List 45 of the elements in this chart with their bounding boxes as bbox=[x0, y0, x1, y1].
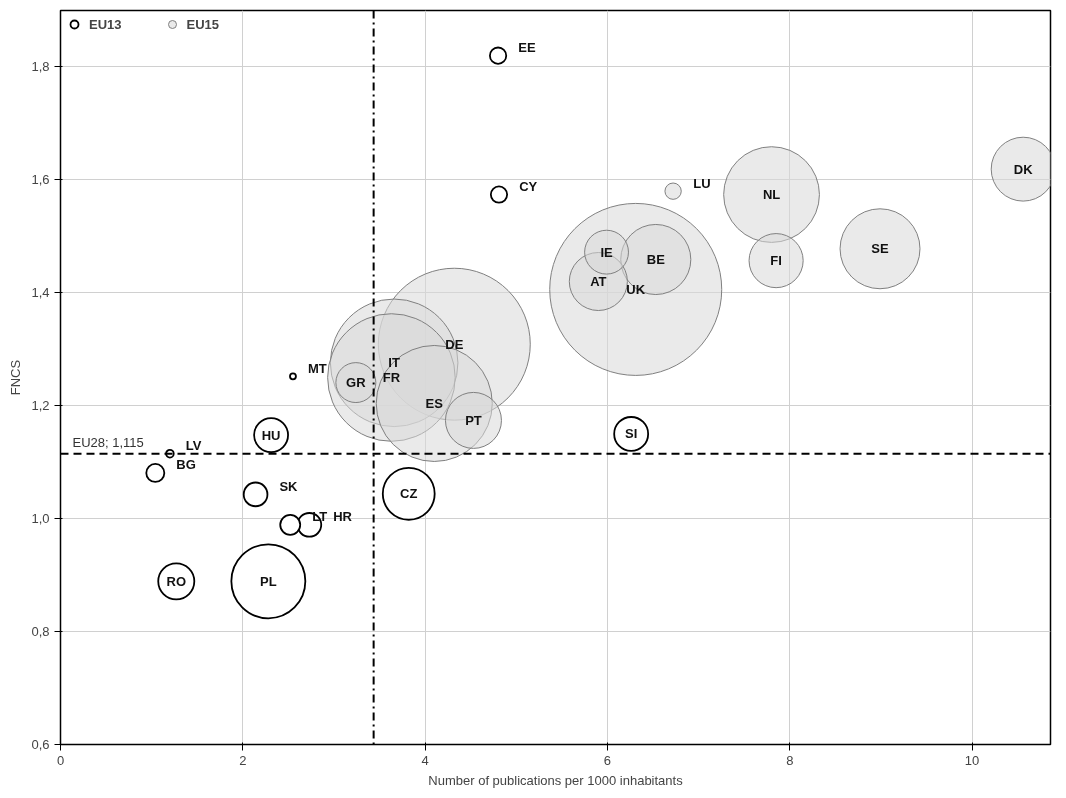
annotation: LU bbox=[693, 175, 711, 191]
annotation: NL bbox=[762, 187, 781, 203]
y-tick-label: 1,6 bbox=[31, 172, 50, 188]
annotation: GR bbox=[346, 375, 367, 391]
annotation: SK bbox=[279, 478, 299, 494]
annotation: IE bbox=[600, 244, 614, 260]
y-tick-label: 1,4 bbox=[31, 285, 50, 301]
annotation: MT bbox=[307, 360, 327, 376]
y-tick-label: 1,8 bbox=[31, 59, 50, 75]
ref-line-label: EU28; 1,115 bbox=[72, 434, 144, 450]
annotation: FR bbox=[382, 370, 401, 385]
annotation: DK bbox=[1013, 161, 1034, 177]
annotation: ES bbox=[425, 395, 444, 411]
annotation: DE bbox=[445, 336, 464, 352]
annotation: HR bbox=[333, 509, 353, 525]
y-tick-label: 1,2 bbox=[31, 398, 50, 414]
x-axis-title: Number of publications per 1000 inhabitants bbox=[428, 772, 684, 788]
annotation: PL bbox=[260, 573, 277, 589]
annotation: HU bbox=[261, 427, 281, 443]
x-tick-label: 8 bbox=[786, 752, 794, 768]
annotation: IT bbox=[388, 355, 400, 371]
annotation: CZ bbox=[400, 486, 418, 502]
y-axis-title: FNCS bbox=[8, 359, 24, 396]
x-tick-label: 2 bbox=[239, 752, 247, 768]
y-tick-label: 0,6 bbox=[31, 737, 50, 752]
x-tick-label: 4 bbox=[421, 752, 429, 768]
annotation: PT bbox=[465, 412, 482, 428]
x-tick-label: 0 bbox=[56, 752, 65, 768]
annotation: LV bbox=[185, 438, 202, 454]
annotation: EE bbox=[518, 40, 536, 56]
annotation: CY bbox=[519, 179, 538, 195]
annotation: BG bbox=[176, 457, 196, 473]
annotation: FI bbox=[770, 253, 782, 269]
annotation: RO bbox=[166, 573, 187, 589]
annotation: AT bbox=[590, 274, 607, 290]
y-tick-label: 0,8 bbox=[31, 624, 50, 640]
annotation: SI bbox=[625, 426, 638, 442]
annotation: BE bbox=[646, 252, 666, 267]
x-tick-label: 10 bbox=[964, 752, 980, 768]
annotation: UK bbox=[626, 281, 646, 297]
legend-label: EU13 bbox=[89, 16, 122, 32]
y-tick-label: 1,0 bbox=[31, 511, 50, 527]
legend-label: EU15 bbox=[186, 16, 220, 32]
annotation: SE bbox=[871, 241, 890, 257]
x-tick-label: 6 bbox=[603, 752, 612, 768]
